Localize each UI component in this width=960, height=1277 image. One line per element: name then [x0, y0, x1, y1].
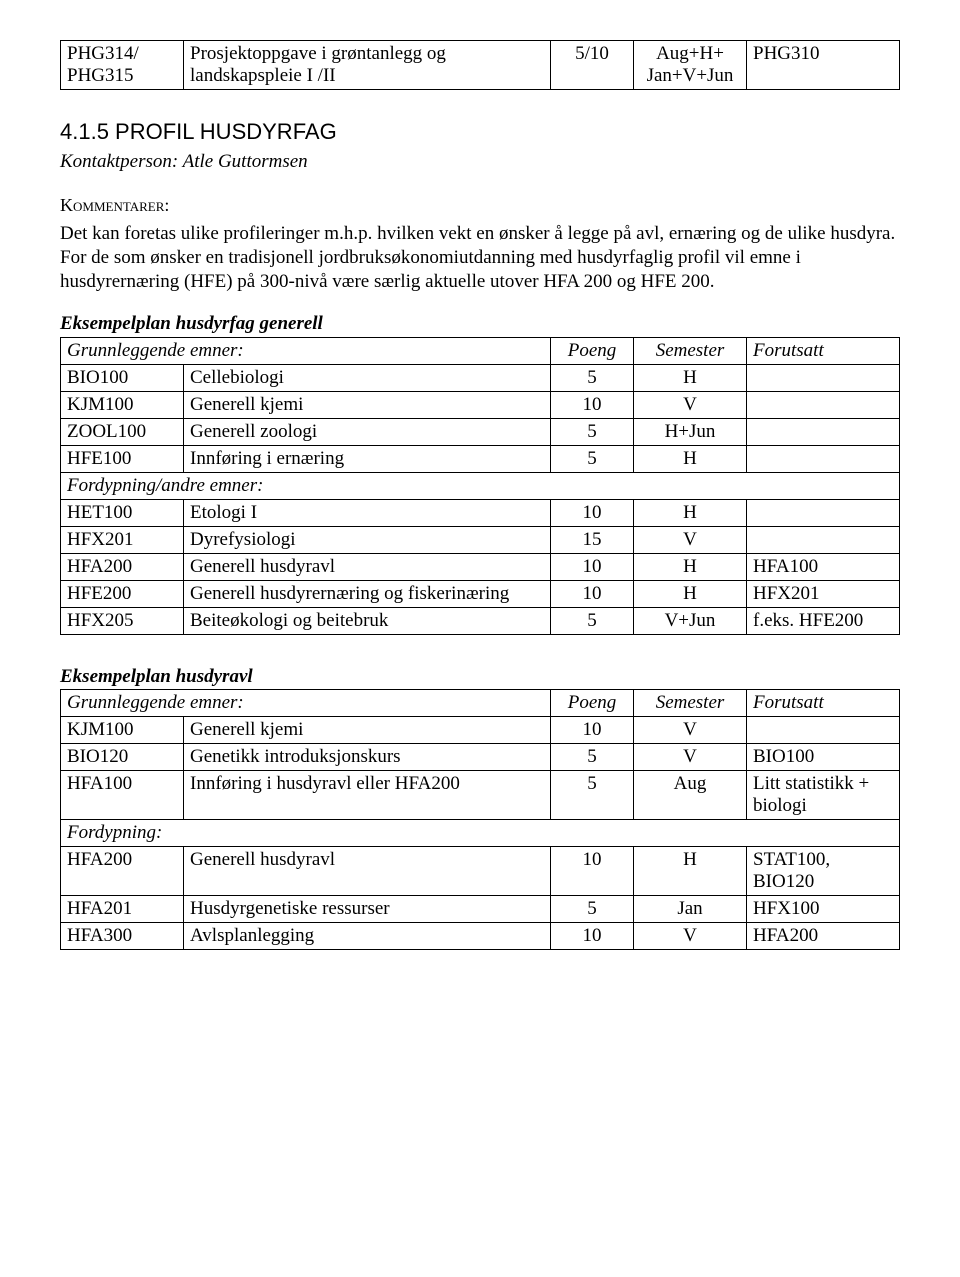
comments-label: Kommentarer: — [60, 194, 900, 217]
sub-row: Fordypning/andre emner: — [61, 472, 900, 499]
col-header: Semester — [634, 690, 747, 717]
table-row: HFA300Avlsplanlegging10VHFA200 — [61, 923, 900, 950]
plan1-table: Grunnleggende emner: Poeng Semester Foru… — [60, 337, 900, 635]
col-header: Semester — [634, 337, 747, 364]
col-header: Forutsatt — [747, 690, 900, 717]
table-row: HFE100Innføring i ernæring5H — [61, 445, 900, 472]
table-row: KJM100Generell kjemi10V — [61, 717, 900, 744]
header-row: Grunnleggende emner: Poeng Semester Foru… — [61, 690, 900, 717]
col-header: Poeng — [551, 337, 634, 364]
table-row: HFX201Dyrefysiologi15V — [61, 526, 900, 553]
contact-line: Kontaktperson: Atle Guttormsen — [60, 150, 900, 174]
plan2-table: Grunnleggende emner: Poeng Semester Foru… — [60, 689, 900, 950]
table-row: BIO100Cellebiologi5H — [61, 364, 900, 391]
table-row: HFA200Generell husdyravl10HSTAT100, BIO1… — [61, 847, 900, 896]
cell-sem: Aug+H+ Jan+V+Jun — [634, 41, 747, 90]
sub-row: Fordypning: — [61, 820, 900, 847]
col-header: Grunnleggende emner: — [61, 337, 551, 364]
header-row: Grunnleggende emner: Poeng Semester Foru… — [61, 337, 900, 364]
table-row: HFA100Innføring i husdyravl eller HFA200… — [61, 771, 900, 820]
table-row: BIO120Genetikk introduksjonskurs5VBIO100 — [61, 744, 900, 771]
table-row: HET100Etologi I10H — [61, 499, 900, 526]
table-row: HFE200Generell husdyrernæring og fiskeri… — [61, 580, 900, 607]
plan1-title: Eksempelplan husdyrfag generell — [60, 312, 900, 336]
table-row: HFA200Generell husdyravl10HHFA100 — [61, 553, 900, 580]
comments-body: Det kan foretas ulike profileringer m.h.… — [60, 222, 900, 295]
cell-for: PHG310 — [747, 41, 900, 90]
table-row: KJM100Generell kjemi10V — [61, 391, 900, 418]
cell-desc: Prosjektoppgave i grøntanlegg og landska… — [184, 41, 551, 90]
cell-poeng: 5/10 — [551, 41, 634, 90]
col-header: Grunnleggende emner: — [61, 690, 551, 717]
section-title: 4.1.5 PROFIL HUSDYRFAG — [60, 118, 900, 146]
table-row: ZOOL100Generell zoologi5H+Jun — [61, 418, 900, 445]
table-row: HFA201Husdyrgenetiske ressurser5JanHFX10… — [61, 896, 900, 923]
col-header: Poeng — [551, 690, 634, 717]
cell-code: PHG314/ PHG315 — [61, 41, 184, 90]
table-row: HFX205Beiteøkologi og beitebruk5V+Junf.e… — [61, 607, 900, 634]
plan2-title: Eksempelplan husdyravl — [60, 665, 900, 689]
col-header: Forutsatt — [747, 337, 900, 364]
top-table: PHG314/ PHG315 Prosjektoppgave i grøntan… — [60, 40, 900, 90]
table-row: PHG314/ PHG315 Prosjektoppgave i grøntan… — [61, 41, 900, 90]
